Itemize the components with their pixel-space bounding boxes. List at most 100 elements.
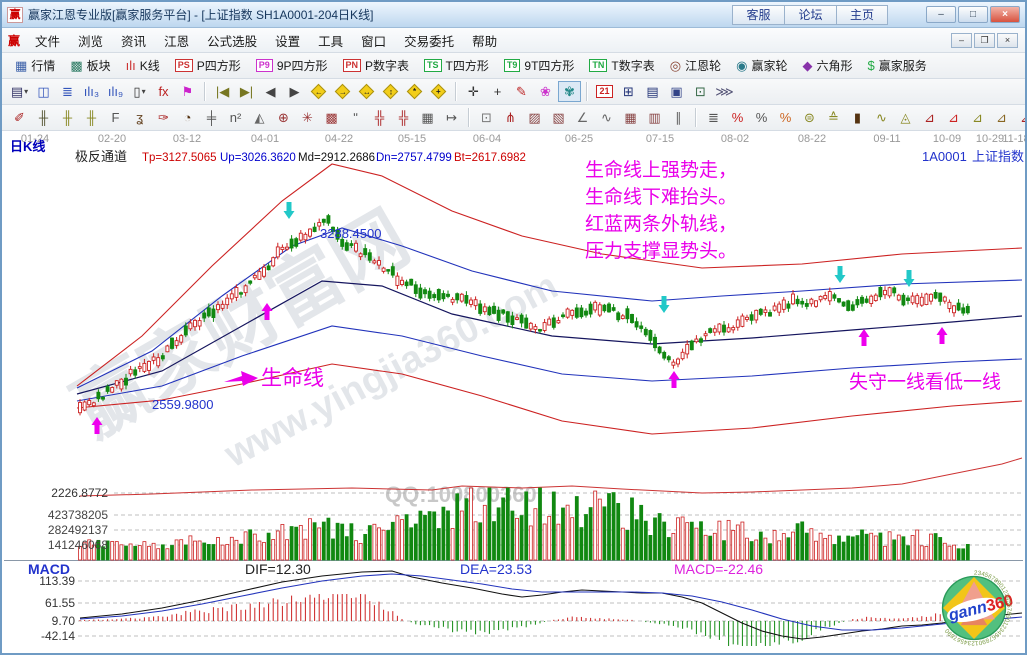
menu-item-6[interactable]: 设置 [275,34,301,49]
9p-square-button[interactable]: P9 9P四方形 [249,55,335,76]
diamond-cross-icon[interactable]: + [427,81,450,102]
mdi-close-icon[interactable]: × [997,32,1018,48]
menu-item-5[interactable]: 公式选股 [207,34,258,49]
gold-line-icon[interactable]: ≙ [828,110,839,125]
percent-line-icon[interactable]: % [779,110,792,125]
menu-item-2[interactable]: 浏览 [78,34,104,49]
draw-check-icon[interactable]: ✎ [516,84,527,99]
f-grid-icon[interactable]: F [111,110,120,125]
gann-assist-icon[interactable]: ✾ [558,81,581,102]
gold-grid-b-icon[interactable]: ╫ [86,110,97,125]
formula-indicator-icon[interactable]: fx [158,84,169,99]
diamond-left-icon[interactable]: ← [307,81,330,102]
home-button[interactable]: 主页 [836,4,888,25]
p-square-button[interactable]: PS P四方形 [168,55,248,76]
f-angle-icon[interactable]: ⊿ [948,110,959,125]
square-web-icon[interactable]: ▩ [325,110,338,125]
calculator-icon[interactable]: ⊞ [623,84,634,99]
forum-button[interactable]: 论坛 [784,4,836,25]
hatch-lines-icon[interactable]: ∥ [675,110,682,125]
box-select-icon[interactable]: ⊡ [481,110,492,125]
menu-item-8[interactable]: 窗口 [361,34,387,49]
minute-9-chart-icon[interactable]: ılı₉ [107,84,124,99]
angle-line-icon[interactable]: ∠ [576,110,589,125]
minimize-icon[interactable]: – [926,6,956,23]
gold-grid-a-icon[interactable]: ╫ [62,110,73,125]
info-report-icon[interactable]: ≣ [62,84,73,99]
fine-grid-icon[interactable]: ▦ [624,110,637,125]
candle-mark-icon[interactable]: ▮ [853,110,862,125]
gold-angle-icon[interactable]: ⊿ [972,110,983,125]
fan-lines-icon[interactable]: ⋔ [505,110,516,125]
win-grid-icon[interactable]: ╬ [398,110,409,125]
data-export-icon[interactable]: ⊡ [695,84,706,99]
jump-first-icon[interactable]: |◀ [215,84,230,99]
stat-bars-icon[interactable]: ≣ [708,110,719,125]
close-icon[interactable]: × [990,6,1020,23]
p-number-table-button[interactable]: PN P数字表 [336,55,417,76]
mdi-minimize-icon[interactable]: – [951,32,972,48]
service-button[interactable]: 客服 [732,4,784,25]
notebook-icon[interactable]: ▤ [646,84,659,99]
winner-service-button[interactable]: $ 赢家服务 [861,55,934,76]
zigzag-line-icon[interactable]: ∿ [601,110,612,125]
wave-gold-icon[interactable]: ∿ [876,110,887,125]
radial-web-icon[interactable]: ✳ [302,110,313,125]
sector-blocks-button[interactable]: ▩ 板块 [63,55,117,76]
shade-box-b-icon[interactable]: ▧ [552,110,565,125]
gann-grid-icon[interactable]: ╫ [38,110,49,125]
9t-square-button[interactable]: T9 9T四方形 [497,55,582,76]
j-angle-icon[interactable]: ⊿ [924,110,935,125]
kline-chart-canvas[interactable]: 赢家财富网 www.yingjia360.com QQ:100800360 01… [2,131,1025,649]
prev-bar-icon[interactable]: ◀ [265,84,276,99]
price-grid-icon[interactable]: ╪ [206,110,217,125]
t-square-button[interactable]: TS T四方形 [417,55,496,76]
crosshair-tool-icon[interactable]: + [493,84,502,99]
hand-tool-icon[interactable]: ✛ [468,84,479,99]
time-cycle-icon[interactable]: ◔ [183,110,192,125]
next-bar-icon[interactable]: ▶ [289,84,300,99]
menu-item-4[interactable]: 江恩 [164,34,190,49]
kline-style-icon[interactable]: ▤ ▾ [10,84,29,99]
percent-zone-icon[interactable]: % [731,110,744,125]
color-analysis-icon[interactable]: ⚑ [181,84,194,99]
gold-mark-icon[interactable]: ◬ [900,110,911,125]
diamond-horizontal-icon[interactable]: ↔ [355,81,378,102]
maximize-icon[interactable]: □ [958,6,988,23]
kline-chart-button[interactable]: ılı K线 [119,55,167,76]
winner-wheel-button[interactable]: ◉ 赢家轮 [729,55,794,76]
gann-wheel-button[interactable]: ◎ 江恩轮 [663,55,728,76]
calendar-icon[interactable]: 21 [593,81,616,102]
diamond-vertical-icon[interactable]: ↕ [379,81,402,102]
protractor-icon[interactable]: ◭ [254,110,265,125]
percent-tool-icon[interactable]: % [755,110,768,125]
block-grid-icon[interactable]: ▥ [648,110,661,125]
marker-brush-icon[interactable]: ✑ [158,110,169,125]
spiral-tool-icon[interactable]: ʓ [135,110,144,125]
hexagon-button[interactable]: ◆ 六角形 [795,55,859,76]
minute-3-chart-icon[interactable]: ılı₃ [83,84,100,99]
diamond-right-icon[interactable]: → [331,81,354,102]
mdi-restore-icon[interactable]: ❐ [974,32,995,48]
t-number-table-button[interactable]: TN T数字表 [582,55,661,76]
speed-angle-icon[interactable]: ⊿ [996,110,1007,125]
menu-item-7[interactable]: 工具 [318,34,344,49]
win-angle-icon[interactable]: ⊿ [1014,107,1025,128]
menu-item-9[interactable]: 交易委托 [404,34,455,49]
n-square-icon[interactable]: n² [229,110,242,125]
shen-grid-icon[interactable]: ╬ [374,110,385,125]
wave-mark-icon[interactable]: ʺ [353,110,358,125]
menu-item-3[interactable]: 资讯 [121,34,147,49]
span-measure-icon[interactable]: ↦ [446,110,457,125]
shade-box-a-icon[interactable]: ▨ [528,110,541,125]
trade-delivery-icon[interactable]: ⋙ [715,84,734,99]
circle-target-icon[interactable]: ⊕ [278,110,289,125]
menu-item-10[interactable]: 帮助 [472,34,498,49]
gold-circle-icon[interactable]: ⊜ [804,110,815,125]
dense-grid-icon[interactable]: ▦ [421,110,434,125]
jump-last-icon[interactable]: ▶| [239,84,254,99]
skin-theme-icon[interactable]: ❀ [540,84,551,99]
market-quotes-button[interactable]: ▦ 行情 [8,55,62,76]
paint-pen-icon[interactable]: ✐ [14,110,25,125]
diamond-burst-icon[interactable]: * [403,81,426,102]
